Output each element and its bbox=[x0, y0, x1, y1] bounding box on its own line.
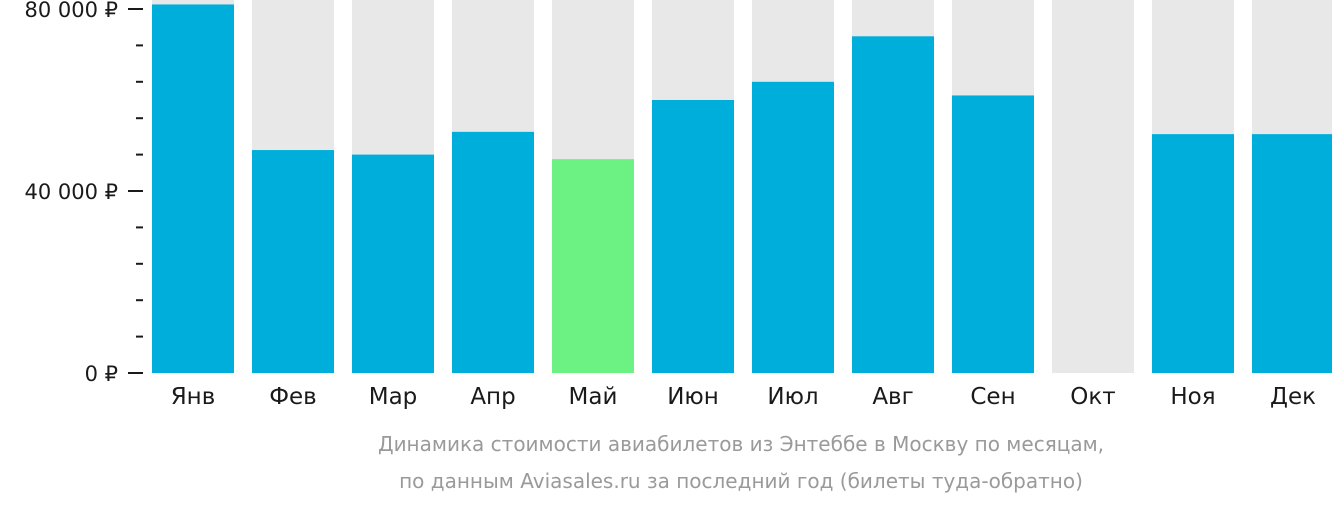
bar-m4[interactable] bbox=[452, 131, 534, 373]
chart-caption: Динамика стоимости авиабилетов из Энтебб… bbox=[378, 432, 1104, 493]
x-tick-label-m10: Окт bbox=[1070, 384, 1115, 410]
column-background-m10 bbox=[1052, 0, 1134, 373]
x-tick-label-m9: Сен bbox=[970, 384, 1015, 410]
bar-m2[interactable] bbox=[252, 150, 334, 373]
y-tick-label-0: 0 ₽ bbox=[85, 362, 118, 386]
bars bbox=[152, 4, 1332, 374]
x-tick-label-m11: Ноя bbox=[1170, 384, 1215, 410]
x-tick-label-m4: Апр bbox=[470, 384, 515, 410]
caption-line-1: Динамика стоимости авиабилетов из Энтебб… bbox=[378, 432, 1104, 456]
x-tick-label-m3: Мар bbox=[369, 384, 418, 410]
y-tick-label-1: 40 000 ₽ bbox=[24, 180, 118, 204]
y-tick-label-2: 80 000 ₽ bbox=[24, 0, 118, 22]
x-tick-label-m12: Дек bbox=[1270, 384, 1316, 410]
x-axis: Янв Фев Мар Апр Май Июн Июл Авг Сен Окт Ноя Дек bbox=[171, 384, 1316, 410]
bar-m12[interactable] bbox=[1252, 134, 1332, 373]
bar-m7[interactable] bbox=[752, 81, 834, 374]
x-tick-label-m2: Фев bbox=[269, 384, 317, 410]
bar-m9[interactable] bbox=[952, 95, 1034, 373]
x-tick-label-m1: Янв bbox=[171, 384, 216, 410]
y-axis: 0 ₽ 40 000 ₽ 80 000 ₽ bbox=[24, 0, 143, 386]
bar-m11[interactable] bbox=[1152, 134, 1234, 373]
bar-m1[interactable] bbox=[152, 4, 234, 373]
x-tick-label-m6: Июн bbox=[667, 384, 719, 410]
x-tick-label-m5: Май bbox=[569, 384, 618, 410]
bar-m6[interactable] bbox=[652, 100, 734, 373]
bar-m8[interactable] bbox=[852, 36, 934, 374]
bar-m3[interactable] bbox=[352, 154, 434, 373]
bar-m5[interactable] bbox=[552, 159, 634, 373]
x-tick-label-m7: Июл bbox=[767, 384, 818, 410]
caption-line-2: по данным Aviasales.ru за последний год … bbox=[399, 469, 1083, 493]
x-tick-label-m8: Авг bbox=[872, 384, 913, 410]
